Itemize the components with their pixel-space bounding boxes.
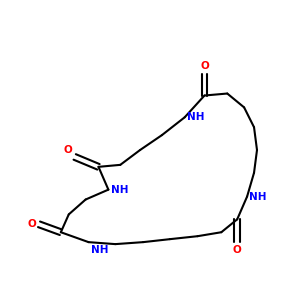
Text: NH: NH (91, 244, 109, 254)
Text: NH: NH (187, 112, 205, 122)
Text: O: O (200, 61, 209, 71)
Text: O: O (28, 219, 37, 229)
Text: NH: NH (111, 184, 128, 195)
Text: O: O (233, 244, 242, 254)
Text: O: O (64, 146, 72, 155)
Text: NH: NH (250, 192, 267, 202)
